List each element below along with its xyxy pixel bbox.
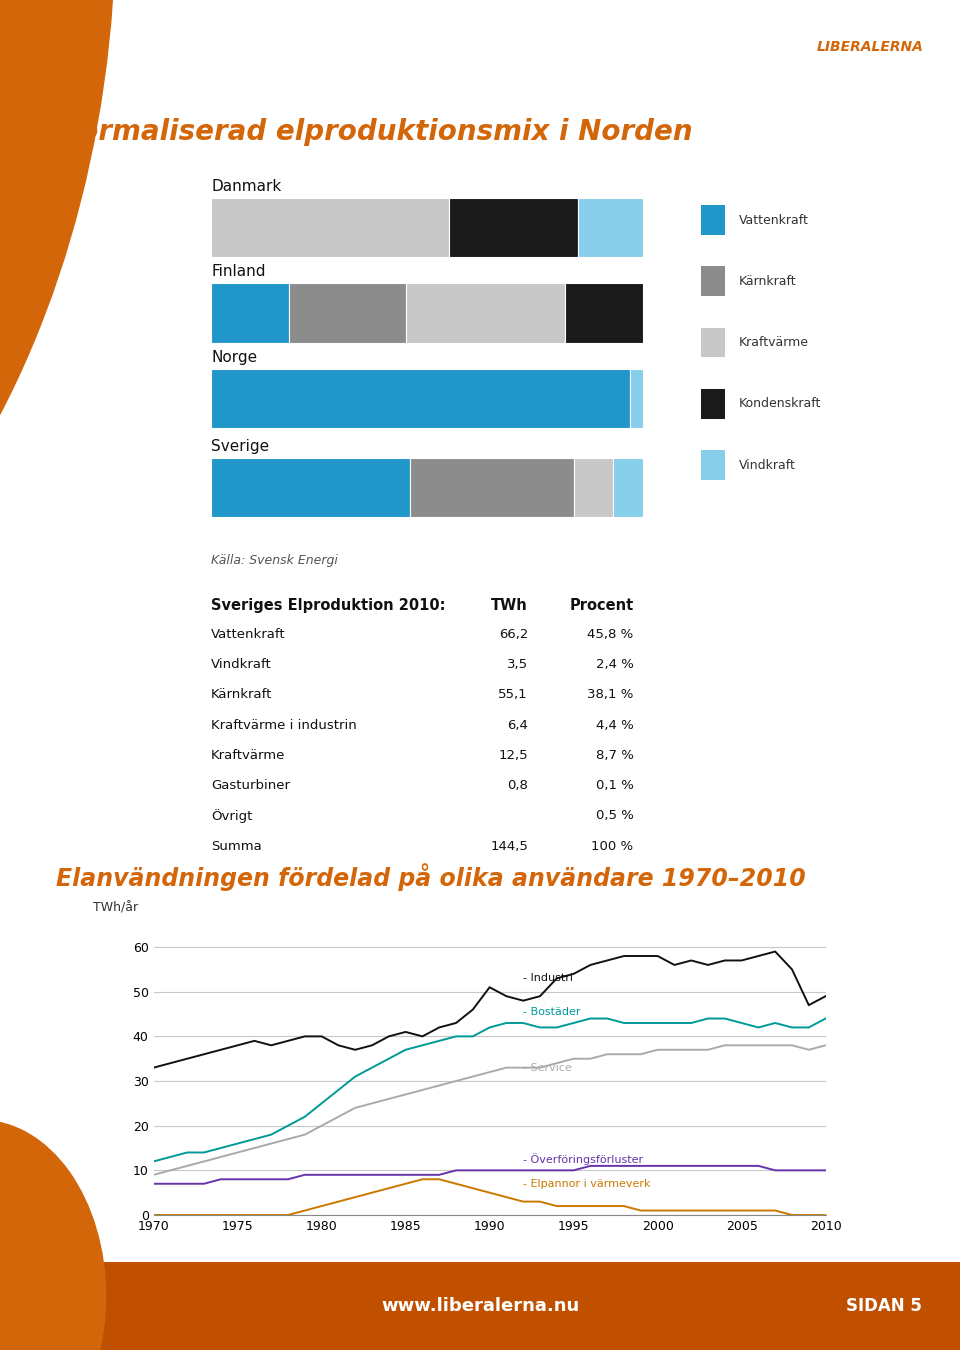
FancyBboxPatch shape <box>578 198 643 256</box>
FancyBboxPatch shape <box>613 458 643 517</box>
FancyBboxPatch shape <box>211 198 449 256</box>
Text: Övrigt: Övrigt <box>211 810 252 824</box>
Text: Summa: Summa <box>211 840 262 853</box>
Text: - Överföringsförluster: - Överföringsförluster <box>523 1153 643 1165</box>
Text: Normaliserad elproduktionsmix i Norden: Normaliserad elproduktionsmix i Norden <box>56 117 693 146</box>
Text: 38,1 %: 38,1 % <box>588 688 634 701</box>
FancyBboxPatch shape <box>565 284 643 343</box>
Text: 0,8: 0,8 <box>507 779 528 792</box>
FancyBboxPatch shape <box>630 369 643 428</box>
Text: Sverige: Sverige <box>211 439 270 454</box>
Text: 4,4 %: 4,4 % <box>596 718 634 732</box>
Text: Finland: Finland <box>211 265 266 279</box>
Text: Källa: Svensk Energi: Källa: Svensk Energi <box>211 554 338 567</box>
Text: Procent: Procent <box>569 598 634 613</box>
FancyBboxPatch shape <box>211 369 630 428</box>
Text: LIBERALERNA: LIBERALERNA <box>817 40 924 54</box>
FancyBboxPatch shape <box>701 205 725 235</box>
Text: Norge: Norge <box>211 350 257 365</box>
FancyBboxPatch shape <box>405 284 565 343</box>
FancyBboxPatch shape <box>211 458 410 517</box>
Text: 144,5: 144,5 <box>491 840 528 853</box>
Text: - Industri: - Industri <box>523 973 573 983</box>
FancyBboxPatch shape <box>701 266 725 296</box>
Text: SIDAN 5: SIDAN 5 <box>846 1297 922 1315</box>
Text: Kraftvärme: Kraftvärme <box>739 336 809 350</box>
Text: Danmark: Danmark <box>211 180 281 194</box>
Circle shape <box>0 1202 960 1350</box>
Text: 12,5: 12,5 <box>498 749 528 761</box>
Text: Kraftvärme: Kraftvärme <box>211 749 285 761</box>
FancyBboxPatch shape <box>289 284 405 343</box>
Text: Kärnkraft: Kärnkraft <box>211 688 273 701</box>
Text: 100 %: 100 % <box>591 840 634 853</box>
Text: Vindkraft: Vindkraft <box>739 459 796 471</box>
FancyBboxPatch shape <box>701 389 725 418</box>
Text: 45,8 %: 45,8 % <box>588 628 634 641</box>
FancyBboxPatch shape <box>701 328 725 358</box>
Text: Kondenskraft: Kondenskraft <box>739 397 822 410</box>
Text: - Bostäder: - Bostäder <box>523 1007 581 1017</box>
Text: Kraftvärme i industrin: Kraftvärme i industrin <box>211 718 357 732</box>
Text: Källa: SCB: Källa: SCB <box>154 1269 217 1282</box>
Text: 2,4 %: 2,4 % <box>596 657 634 671</box>
Text: 6,4: 6,4 <box>507 718 528 732</box>
Text: Sveriges Elproduktion 2010:: Sveriges Elproduktion 2010: <box>211 598 445 613</box>
Text: Vattenkraft: Vattenkraft <box>739 213 809 227</box>
Text: - Service: - Service <box>523 1062 572 1073</box>
Text: TWh: TWh <box>492 598 528 613</box>
Text: Vindkraft: Vindkraft <box>211 657 272 671</box>
FancyBboxPatch shape <box>410 458 574 517</box>
Text: 3,5: 3,5 <box>507 657 528 671</box>
FancyBboxPatch shape <box>211 284 289 343</box>
Text: TWh/år: TWh/år <box>93 902 138 914</box>
Text: - Elpannor i värmeverk: - Elpannor i värmeverk <box>523 1179 651 1189</box>
Text: 0,5 %: 0,5 % <box>596 810 634 822</box>
Text: 55,1: 55,1 <box>498 688 528 701</box>
Text: Gasturbiner: Gasturbiner <box>211 779 290 792</box>
FancyBboxPatch shape <box>449 198 578 256</box>
Text: 8,7 %: 8,7 % <box>596 749 634 761</box>
Text: 66,2: 66,2 <box>498 628 528 641</box>
Text: 0,1 %: 0,1 % <box>596 779 634 792</box>
Text: Elanvändningen fördelad på olika användare 1970–2010: Elanvändningen fördelad på olika använda… <box>56 864 805 891</box>
Text: www.liberalerna.nu: www.liberalerna.nu <box>381 1297 579 1315</box>
FancyBboxPatch shape <box>701 451 725 481</box>
Text: Vattenkraft: Vattenkraft <box>211 628 286 641</box>
FancyBboxPatch shape <box>574 458 613 517</box>
Text: Kärnkraft: Kärnkraft <box>739 275 797 288</box>
